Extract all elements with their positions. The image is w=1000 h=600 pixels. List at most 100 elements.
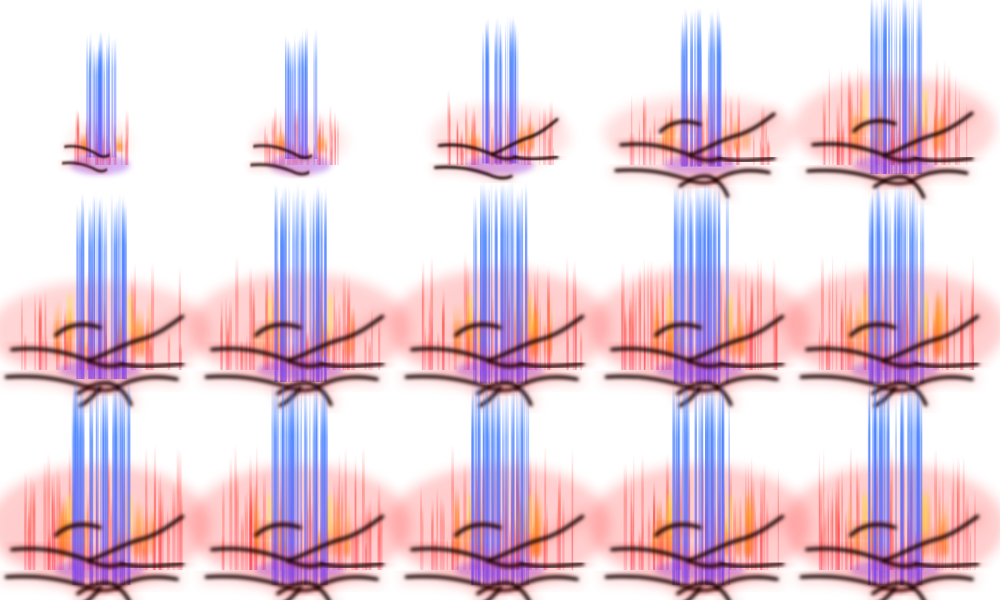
blue-jet (683, 181, 686, 384)
orange-streak (471, 128, 474, 150)
blue-jet (682, 25, 686, 167)
blue-jet (294, 33, 296, 159)
red-streak (447, 89, 450, 165)
orange-streak (119, 308, 123, 355)
red-streak (759, 259, 763, 370)
blue-jet (909, 380, 913, 585)
blue-jet (475, 380, 478, 585)
yellow-core (328, 495, 332, 535)
red-streak (21, 292, 23, 370)
red-streak (566, 255, 569, 370)
blue-jet (911, 2, 913, 174)
yellow-core (863, 295, 867, 335)
orange-streak (652, 526, 656, 555)
blue-jet (893, 193, 897, 384)
blue-jet (685, 14, 688, 167)
orange-streak (743, 534, 747, 555)
red-streak (539, 109, 541, 165)
red-streak (24, 501, 26, 570)
red-streak (566, 330, 569, 370)
branch-line (849, 322, 897, 337)
flame-panel-3 (430, 14, 570, 183)
yellow-core (268, 495, 272, 535)
red-streak (351, 526, 355, 570)
red-streak (641, 512, 644, 570)
red-streak (524, 141, 527, 165)
red-streak (74, 137, 77, 165)
blue-jet (124, 200, 127, 379)
blue-jet (309, 383, 311, 585)
branch-line (487, 314, 585, 363)
red-streak (818, 452, 821, 570)
blue-jet (698, 384, 701, 585)
blue-jet (313, 34, 315, 159)
blue-jet (296, 383, 300, 585)
blue-jet (887, 190, 889, 384)
blue-jet (293, 186, 295, 382)
blue-jet (882, 0, 884, 174)
blue-jet (501, 394, 505, 585)
blue-jet (699, 197, 702, 384)
blue-jet (100, 389, 102, 585)
yellow-core (923, 90, 927, 130)
red-streak (830, 494, 834, 570)
blue-jet (514, 22, 517, 164)
blue-jet (83, 202, 85, 379)
red-streak (240, 513, 244, 570)
red-streak (262, 470, 266, 570)
red-streak (448, 137, 451, 165)
blue-jet (486, 31, 488, 164)
red-streak (430, 313, 433, 370)
blue-jet (494, 188, 498, 384)
red-streak (766, 497, 769, 570)
orange-streak (82, 134, 85, 150)
orange-streak (942, 296, 948, 355)
blue-jet (867, 388, 870, 585)
red-streak (422, 259, 425, 370)
orange-streak (480, 139, 483, 150)
blue-jet (287, 38, 289, 159)
orange-streak (321, 136, 324, 150)
red-streak (960, 318, 964, 370)
blue-jet (276, 387, 278, 585)
blue-jet (690, 9, 693, 167)
blue-jet (883, 379, 886, 585)
blue-jet (874, 185, 876, 384)
red-streak (271, 115, 275, 165)
branch-line (320, 362, 385, 369)
blue-jet (894, 0, 896, 175)
yellow-core (728, 295, 732, 335)
yellow-core (923, 295, 927, 335)
red-streak (547, 129, 551, 165)
orange-streak (943, 500, 948, 555)
blue-jet (681, 12, 684, 167)
branch-line (253, 144, 313, 159)
red-streak (828, 270, 831, 370)
red-streak (543, 517, 545, 570)
red-streak (623, 462, 628, 570)
blue-jet (97, 199, 101, 379)
blue-jet (717, 21, 720, 167)
branch-line (882, 314, 980, 363)
blue-jet (910, 2, 912, 175)
red-streak (268, 140, 270, 165)
blue-jet (477, 375, 481, 585)
blue-jet (875, 0, 877, 174)
blue-jet (683, 377, 685, 585)
red-streak (465, 100, 468, 165)
blue-jet (280, 194, 283, 382)
blue-jet (90, 392, 94, 585)
red-streak (107, 449, 110, 570)
blue-jet (309, 195, 312, 382)
blue-jet (904, 183, 907, 384)
flame-panel-11 (0, 376, 210, 600)
blue-jet (113, 37, 117, 158)
blue-jet (106, 37, 108, 158)
blue-jet (473, 195, 475, 384)
orange-streak (677, 137, 681, 150)
orange-streak (133, 309, 138, 355)
yellow-core (668, 295, 672, 335)
red-streak (442, 288, 445, 370)
orange-streak (457, 524, 461, 555)
red-streak (261, 516, 263, 570)
